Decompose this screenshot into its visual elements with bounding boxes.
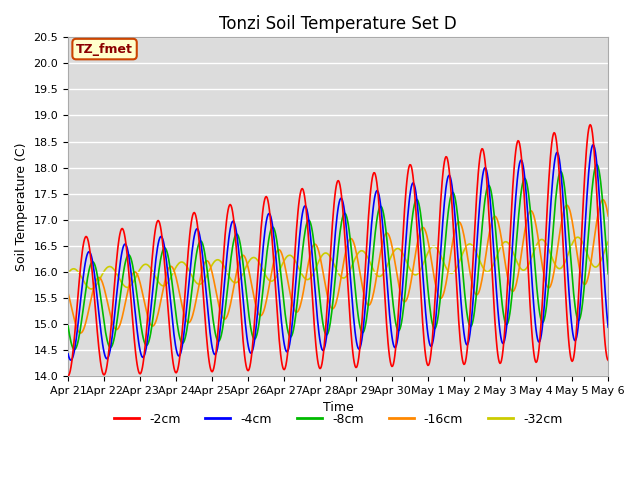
- Y-axis label: Soil Temperature (C): Soil Temperature (C): [15, 143, 28, 271]
- Text: TZ_fmet: TZ_fmet: [76, 43, 133, 56]
- Title: Tonzi Soil Temperature Set D: Tonzi Soil Temperature Set D: [220, 15, 457, 33]
- Legend: -2cm, -4cm, -8cm, -16cm, -32cm: -2cm, -4cm, -8cm, -16cm, -32cm: [109, 408, 567, 431]
- X-axis label: Time: Time: [323, 401, 353, 414]
